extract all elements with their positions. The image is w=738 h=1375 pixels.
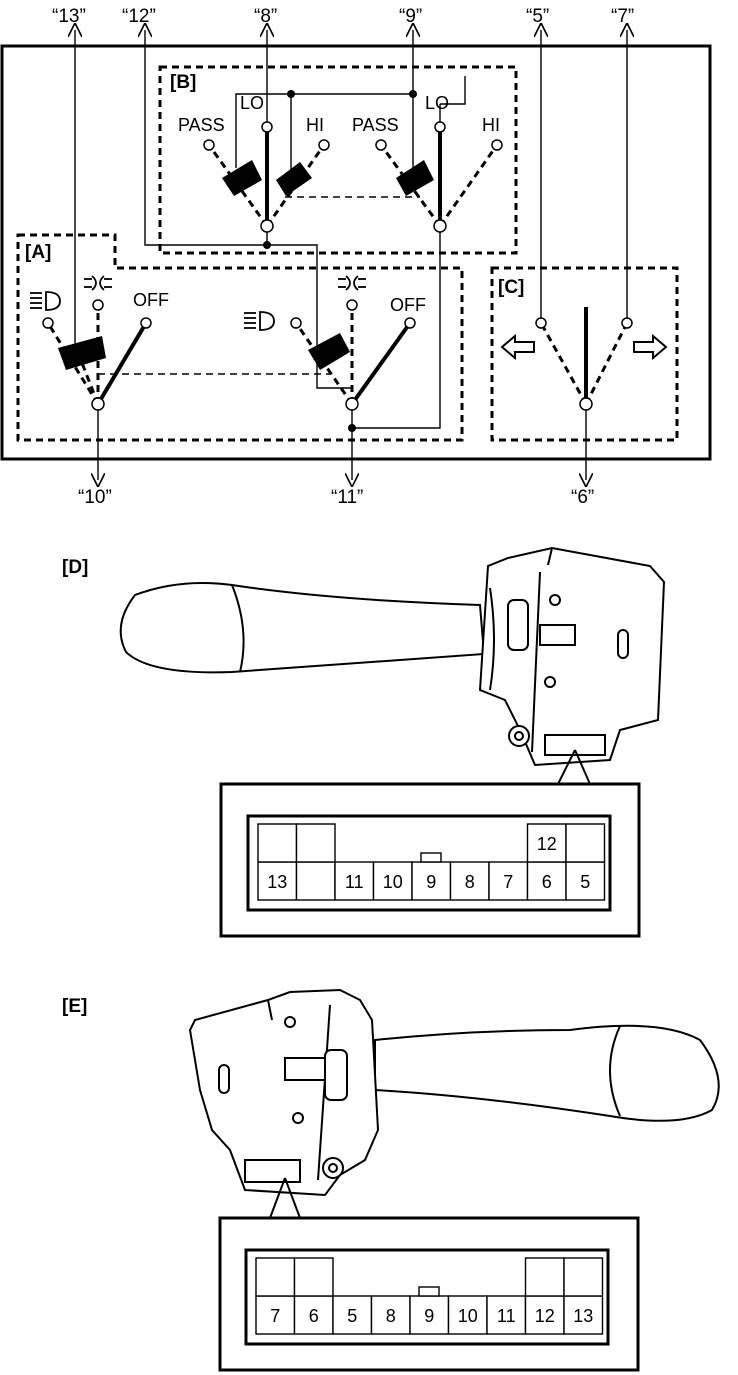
- pin-number: 8: [386, 1306, 396, 1326]
- section-e-label: [E]: [62, 996, 87, 1017]
- schematic-frame: [0, 44, 712, 461]
- pin-cell: [295, 823, 336, 863]
- terminal-5-label: “5”: [526, 6, 549, 27]
- pin-number: 7: [270, 1306, 280, 1326]
- section-b-box: [158, 65, 518, 255]
- levers: [96, 127, 588, 406]
- switch-positions: [46, 144, 629, 405]
- section-d-label: [D]: [62, 557, 88, 578]
- connector-d-pins: 13 11 10 9 8 7 6 5 12: [257, 823, 606, 901]
- section-a-label: [A]: [25, 242, 51, 263]
- terminal-7-label: “7”: [611, 6, 634, 27]
- pin-cell: [334, 861, 375, 901]
- right-arrow-icon: [633, 333, 668, 361]
- pin-cell: [449, 861, 490, 901]
- section-b-label: [B]: [170, 72, 196, 93]
- pin-cell: [526, 823, 567, 863]
- connector-key: [418, 1286, 440, 1297]
- pin-cell: [447, 1295, 488, 1335]
- off-label-right: OFF: [390, 295, 426, 315]
- pin-number: 5: [347, 1306, 357, 1326]
- connector-e-frame: [218, 1216, 640, 1372]
- pin-number: 12: [535, 1306, 555, 1326]
- pin-cell: [524, 1257, 565, 1297]
- hi-label-right: HI: [482, 115, 500, 135]
- pin-number: 5: [580, 872, 590, 892]
- pin-number: 6: [542, 872, 552, 892]
- connector-d-frame: [219, 782, 641, 938]
- pin-cell: [372, 861, 413, 901]
- pin-number: 13: [267, 872, 287, 892]
- pin-number: 10: [383, 872, 403, 892]
- wiring: [75, 30, 627, 480]
- pin-cell: [565, 823, 606, 863]
- headlight-icon: [30, 291, 61, 311]
- connector-d-body: [246, 814, 612, 912]
- pin-cell: [370, 1295, 411, 1335]
- section-c-box: [490, 266, 679, 442]
- combination-switch-d: [119, 546, 666, 767]
- connector-key: [420, 852, 442, 863]
- lo-label-right: LO: [425, 93, 449, 113]
- pin-cell: [255, 1257, 296, 1297]
- pin-cell: [293, 1257, 334, 1297]
- parking-light-icon: [338, 275, 366, 291]
- lo-label-left: LO: [240, 93, 264, 113]
- pin-number: 7: [503, 872, 513, 892]
- left-arrow-icon: [500, 333, 535, 361]
- hi-label-left: HI: [306, 115, 324, 135]
- pin-number: 9: [424, 1306, 434, 1326]
- pin-number: 12: [537, 834, 557, 854]
- pin-number: 11: [497, 1306, 516, 1326]
- pin-cell: [293, 1295, 334, 1335]
- combination-switch-e: [188, 988, 720, 1197]
- contacts: [42, 121, 633, 411]
- pin-number: 9: [426, 872, 436, 892]
- pin-cell: [295, 861, 336, 901]
- off-label-left: OFF: [133, 290, 169, 310]
- pin-number: 13: [573, 1306, 593, 1326]
- terminal-13-label: “13”: [52, 6, 86, 27]
- parking-light-icon: [84, 275, 112, 291]
- pass-label-left: PASS: [178, 115, 225, 135]
- terminal-12-label: “12”: [122, 6, 156, 27]
- pin-number: 10: [458, 1306, 478, 1326]
- terminal-8-label: “8”: [254, 6, 277, 27]
- pin-cell: [563, 1257, 604, 1297]
- section-c-label: [C]: [498, 277, 524, 298]
- terminal-10-label: “10”: [78, 487, 112, 508]
- junctions: [263, 90, 417, 432]
- pass-label-right: PASS: [352, 115, 399, 135]
- pin-cell: [411, 861, 452, 901]
- pin-number: 6: [309, 1306, 319, 1326]
- connector-e-pins: 7 6 5 8 9 10 11 12 13: [255, 1257, 604, 1335]
- pin-number: 8: [465, 872, 475, 892]
- terminal-9-label: “9”: [399, 6, 422, 27]
- section-a-box: [16, 233, 464, 442]
- headlight-icon: [244, 311, 275, 331]
- terminal-6-label: “6”: [571, 487, 594, 508]
- pin-cell: [409, 1295, 450, 1335]
- contact-segments: [58, 160, 434, 370]
- pin-cell: [257, 823, 298, 863]
- pin-cell: [563, 1295, 604, 1335]
- pin-number: 11: [345, 872, 364, 892]
- terminal-11-label: “11”: [331, 487, 363, 508]
- connector-e-body: [244, 1248, 610, 1346]
